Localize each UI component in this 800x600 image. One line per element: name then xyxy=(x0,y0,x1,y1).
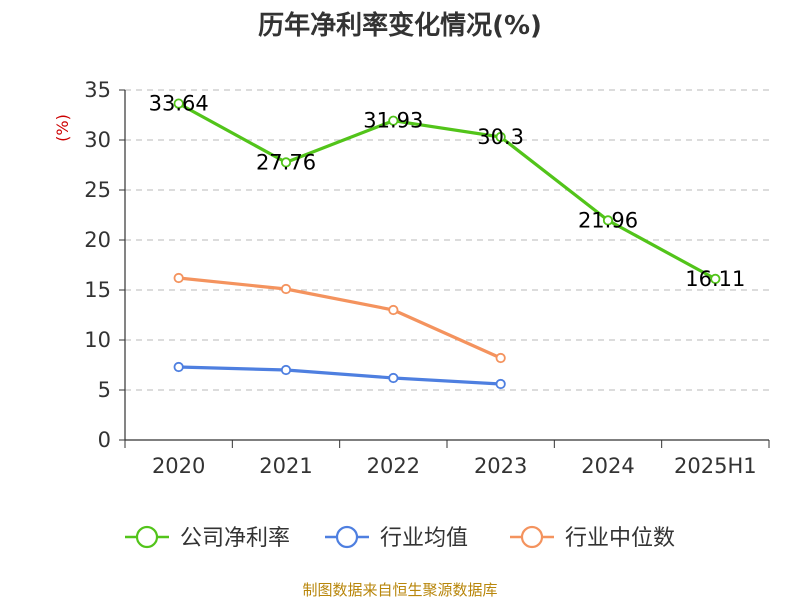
data-point xyxy=(173,98,184,109)
y-tick-label: 15 xyxy=(84,278,111,302)
source-note: 制图数据来自恒生聚源数据库 xyxy=(302,581,497,599)
legend-swatch-marker xyxy=(335,525,359,549)
data-point xyxy=(173,272,184,284)
data-label: 33.64 xyxy=(149,92,209,116)
data-point xyxy=(280,157,292,168)
data-point xyxy=(388,115,399,126)
data-label: 21.96 xyxy=(578,208,638,232)
y-tick-label: 25 xyxy=(84,178,111,202)
data-point xyxy=(495,352,506,364)
x-tick-label: 2025H1 xyxy=(674,454,757,478)
x-tick-label: 2024 xyxy=(581,454,634,478)
data-point xyxy=(173,361,184,373)
y-axis-label: (%) xyxy=(53,114,72,142)
legend-label: 行业中位数 xyxy=(565,526,675,551)
series-line xyxy=(177,365,503,386)
data-point xyxy=(710,273,721,284)
x-tick-label: 2021 xyxy=(259,454,312,478)
series-1 xyxy=(173,361,506,390)
series-line xyxy=(177,276,503,360)
legend-swatch-marker xyxy=(135,525,159,549)
series-2 xyxy=(173,272,506,364)
legend-label: 行业均值 xyxy=(380,526,468,551)
x-tick-label: 2023 xyxy=(474,454,527,478)
series-group xyxy=(173,98,721,390)
data-point xyxy=(388,372,399,384)
data-label: 16.11 xyxy=(685,267,745,291)
data-label: 31.93 xyxy=(363,109,423,133)
y-tick-label: 30 xyxy=(84,128,111,152)
series-line xyxy=(177,101,717,281)
chart-title: 历年净利率变化情况(%) xyxy=(258,10,542,41)
series-0 xyxy=(173,98,721,284)
gridlines xyxy=(125,89,769,391)
data-label: 30.3 xyxy=(477,125,524,149)
x-tick-label: 2022 xyxy=(367,454,420,478)
data-label: 27.76 xyxy=(256,150,316,174)
legend: 公司净利率 行业均值 行业中位数 xyxy=(125,525,675,551)
y-tick-label: 35 xyxy=(84,78,111,102)
y-tick-label: 20 xyxy=(84,228,111,252)
legend-item: 行业均值 xyxy=(325,525,468,551)
data-point xyxy=(495,131,506,143)
legend-swatch-marker xyxy=(520,525,544,549)
data-point xyxy=(280,364,292,376)
y-tick-label: 5 xyxy=(98,378,111,402)
y-tick-label: 10 xyxy=(84,328,111,352)
legend-label: 公司净利率 xyxy=(180,526,290,551)
data-point xyxy=(602,215,614,226)
x-tick-label: 2020 xyxy=(152,454,205,478)
data-point xyxy=(495,378,506,390)
legend-item: 公司净利率 xyxy=(125,525,290,551)
axes: 0 5 10 15 20 25 30 35 2020 2021 2022 2023 2024 2025H1 xyxy=(84,78,770,478)
y-tick-label: 0 xyxy=(98,428,111,452)
legend-item: 行业中位数 xyxy=(510,525,675,551)
data-point xyxy=(388,304,399,316)
data-labels: 33.64 27.76 31.93 30.3 21.96 16.11 xyxy=(149,92,746,291)
data-point xyxy=(280,283,292,295)
